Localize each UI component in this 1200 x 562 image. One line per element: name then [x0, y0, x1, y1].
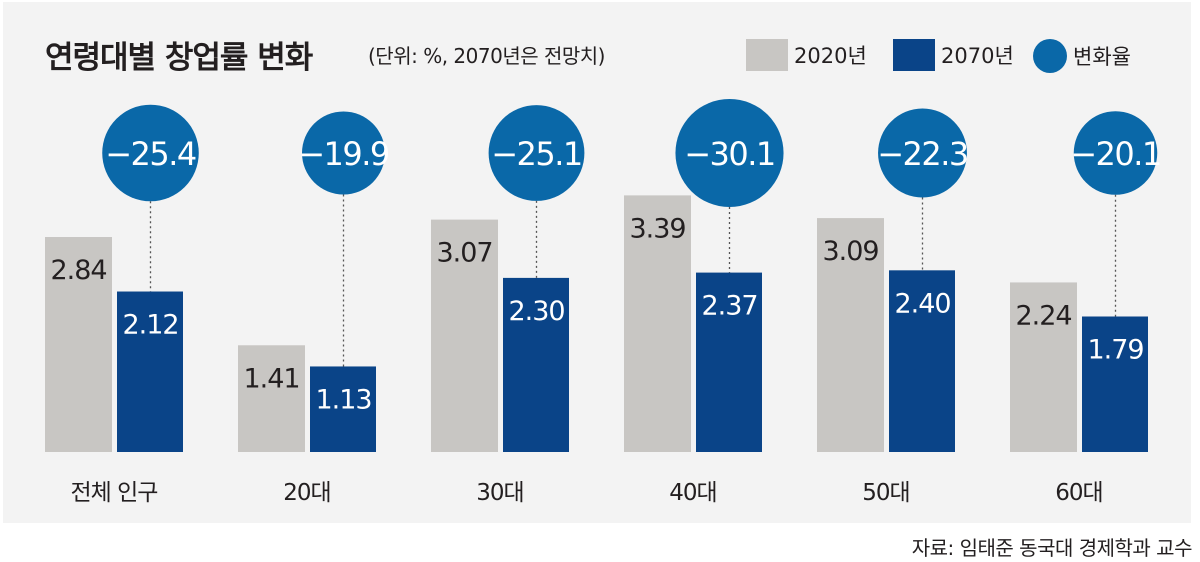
category-label: 30대: [476, 480, 523, 506]
category-label: 전체 인구: [71, 480, 158, 506]
unit-note: (단위: %, 2070년은 전망치): [368, 44, 605, 68]
legend-label-2070: 2070년: [941, 44, 1014, 68]
category-label: 50대: [862, 480, 909, 506]
bar-2070: [889, 270, 955, 452]
change-circle: [1073, 111, 1158, 195]
change-label: −25.4: [105, 135, 196, 173]
change-circle: [488, 105, 585, 201]
change-label: −20.1: [1070, 135, 1161, 173]
data-label-2020: 3.09: [822, 236, 878, 267]
bar-2020: [45, 237, 112, 452]
category-label: 60대: [1055, 480, 1102, 506]
chart-title: 연령대별 창업률 변화: [45, 40, 313, 76]
data-label-2070: 2.37: [701, 291, 757, 322]
change-circle: [302, 111, 385, 195]
legend-change: 변화율: [1033, 39, 1131, 73]
legend-label-change: 변화율: [1073, 45, 1131, 69]
legend-swatch-2020: [746, 39, 788, 71]
data-label-2070: 2.40: [894, 288, 950, 319]
bar-2070: [117, 291, 183, 452]
data-label-2070: 1.79: [1087, 334, 1143, 365]
bar-2070: [696, 272, 762, 452]
change-label: −25.1: [491, 135, 582, 173]
change-circle: [878, 108, 967, 198]
data-label-2070: 2.30: [508, 296, 564, 327]
category-label: 40대: [669, 480, 716, 506]
legend-swatch-2070: [893, 39, 935, 71]
legend-2070: 2070년: [893, 39, 1014, 71]
data-label-2070: 2.12: [122, 310, 178, 341]
change-label: −22.3: [877, 135, 968, 173]
category-label: 20대: [283, 480, 330, 506]
change-label: −30.1: [684, 135, 775, 173]
data-label-2020: 2.24: [1015, 300, 1071, 331]
bar-2020: [624, 195, 691, 452]
legend-circle-change: [1033, 39, 1067, 73]
bar-2070: [310, 366, 376, 452]
bar-2070: [503, 277, 569, 452]
bar-2020: [238, 345, 305, 452]
bar-2070: [1082, 316, 1148, 452]
bar-2020: [817, 218, 884, 452]
bar-2020: [1010, 282, 1077, 452]
change-circle: [102, 104, 199, 202]
change-circle: [675, 98, 784, 208]
legend-label-2020: 2020년: [794, 44, 867, 68]
source-note: 자료: 임태준 동국대 경제학과 교수: [911, 536, 1193, 560]
bar-2020: [431, 219, 498, 452]
data-label-2020: 1.41: [243, 363, 299, 394]
chart-panel: [3, 2, 1191, 523]
legend-2020: 2020년: [746, 39, 867, 71]
data-label-2020: 3.39: [629, 213, 685, 244]
data-label-2070: 1.13: [315, 384, 371, 415]
data-label-2020: 3.07: [436, 238, 492, 269]
change-label: −19.9: [298, 135, 389, 173]
data-label-2020: 2.84: [50, 255, 106, 286]
